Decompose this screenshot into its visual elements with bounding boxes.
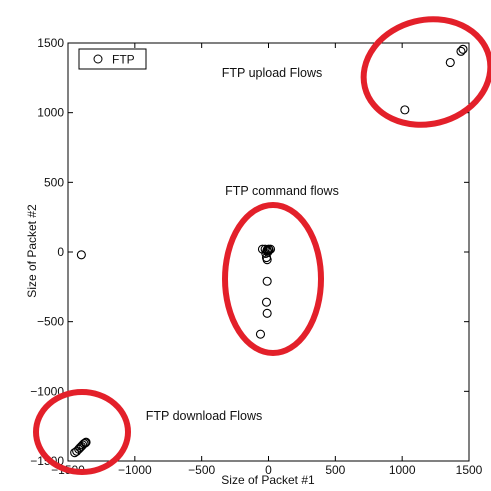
data-point bbox=[262, 276, 272, 286]
data-point bbox=[262, 246, 272, 256]
data-point bbox=[80, 438, 90, 448]
legend-box bbox=[78, 48, 147, 70]
tick-layer: −1500 −1000 −500 0 500 1000 1500−1500−1000−500… bbox=[30, 36, 482, 477]
y-tick-label: 500 bbox=[44, 175, 64, 189]
y-tick-label: 1500 bbox=[37, 36, 64, 50]
data-point bbox=[445, 57, 455, 68]
data-point bbox=[262, 308, 272, 318]
data-point bbox=[458, 44, 468, 54]
legend-label: FTP bbox=[112, 53, 135, 67]
upload-highlight-ellipse bbox=[360, 16, 491, 128]
y-tick-label: 0 bbox=[57, 245, 64, 259]
data-point bbox=[456, 46, 466, 56]
annotation-command: FTP command flows bbox=[225, 184, 339, 198]
x-tick-label: −500 bbox=[188, 463, 215, 477]
y-tick-label: −1000 bbox=[30, 384, 64, 398]
legend: FTP bbox=[78, 48, 147, 70]
annotation-download: FTP download Flows bbox=[146, 409, 263, 423]
highlight-ellipses bbox=[33, 16, 491, 475]
x-tick-label: 1000 bbox=[389, 463, 416, 477]
x-tick-label: 1500 bbox=[456, 463, 483, 477]
x-tick-label: −1000 bbox=[118, 463, 152, 477]
data-point bbox=[81, 437, 91, 447]
data-point bbox=[255, 329, 266, 339]
x-tick-label: 0 bbox=[265, 463, 272, 477]
y-tick-label: 1000 bbox=[37, 106, 64, 120]
y-axis-label: Size of Packet #2 bbox=[25, 204, 39, 298]
command-highlight-ellipse bbox=[222, 202, 324, 356]
download-highlight-ellipse bbox=[33, 389, 131, 475]
data-point bbox=[76, 250, 86, 260]
points-layer bbox=[70, 44, 468, 458]
annotation-upload: FTP upload Flows bbox=[222, 66, 323, 80]
data-point bbox=[262, 255, 272, 265]
legend-marker bbox=[93, 54, 103, 64]
y-tick-label: −500 bbox=[37, 315, 64, 329]
x-tick-label: 500 bbox=[325, 463, 345, 477]
x-axis-label: Size of Packet #1 bbox=[221, 473, 315, 487]
data-point bbox=[261, 297, 272, 307]
data-point bbox=[400, 105, 410, 115]
